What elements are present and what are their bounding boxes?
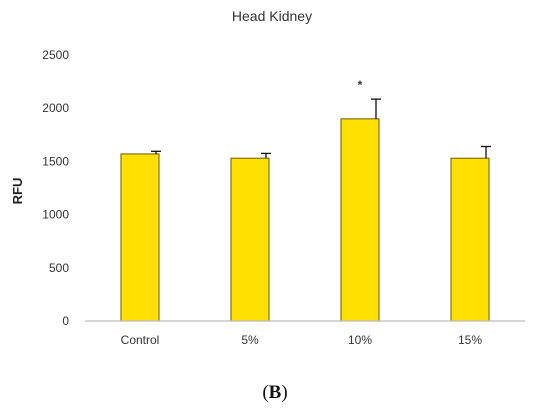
panel-label-close: ) [281,382,288,403]
y-tick-label: 0 [62,314,69,328]
panel-letter: B [268,382,282,403]
y-tick-label: 1000 [42,208,69,222]
bar [340,118,380,322]
chart-title: Head Kidney [232,8,312,24]
bar [450,157,490,322]
x-tick-label: 10% [348,333,372,347]
x-tick-label: 5% [241,333,259,347]
x-axis-ticks: Control 5% 10% 15% [121,333,483,347]
x-tick-label: Control [121,333,160,347]
bar [230,157,270,322]
y-tick-label: 500 [49,261,69,275]
y-axis-ticks: 0 500 1000 1500 2000 2500 [42,48,69,328]
bar [120,153,160,322]
bars-group: * [120,78,491,322]
significance-marker: * [358,78,363,92]
y-tick-label: 2000 [42,101,69,115]
y-axis-label: RFU [10,178,25,205]
x-tick-label: 15% [458,333,482,347]
panel-label: (B) [0,382,550,404]
y-tick-label: 2500 [42,48,69,62]
y-tick-label: 1500 [42,154,69,168]
panel-label-open: ( [262,382,269,403]
